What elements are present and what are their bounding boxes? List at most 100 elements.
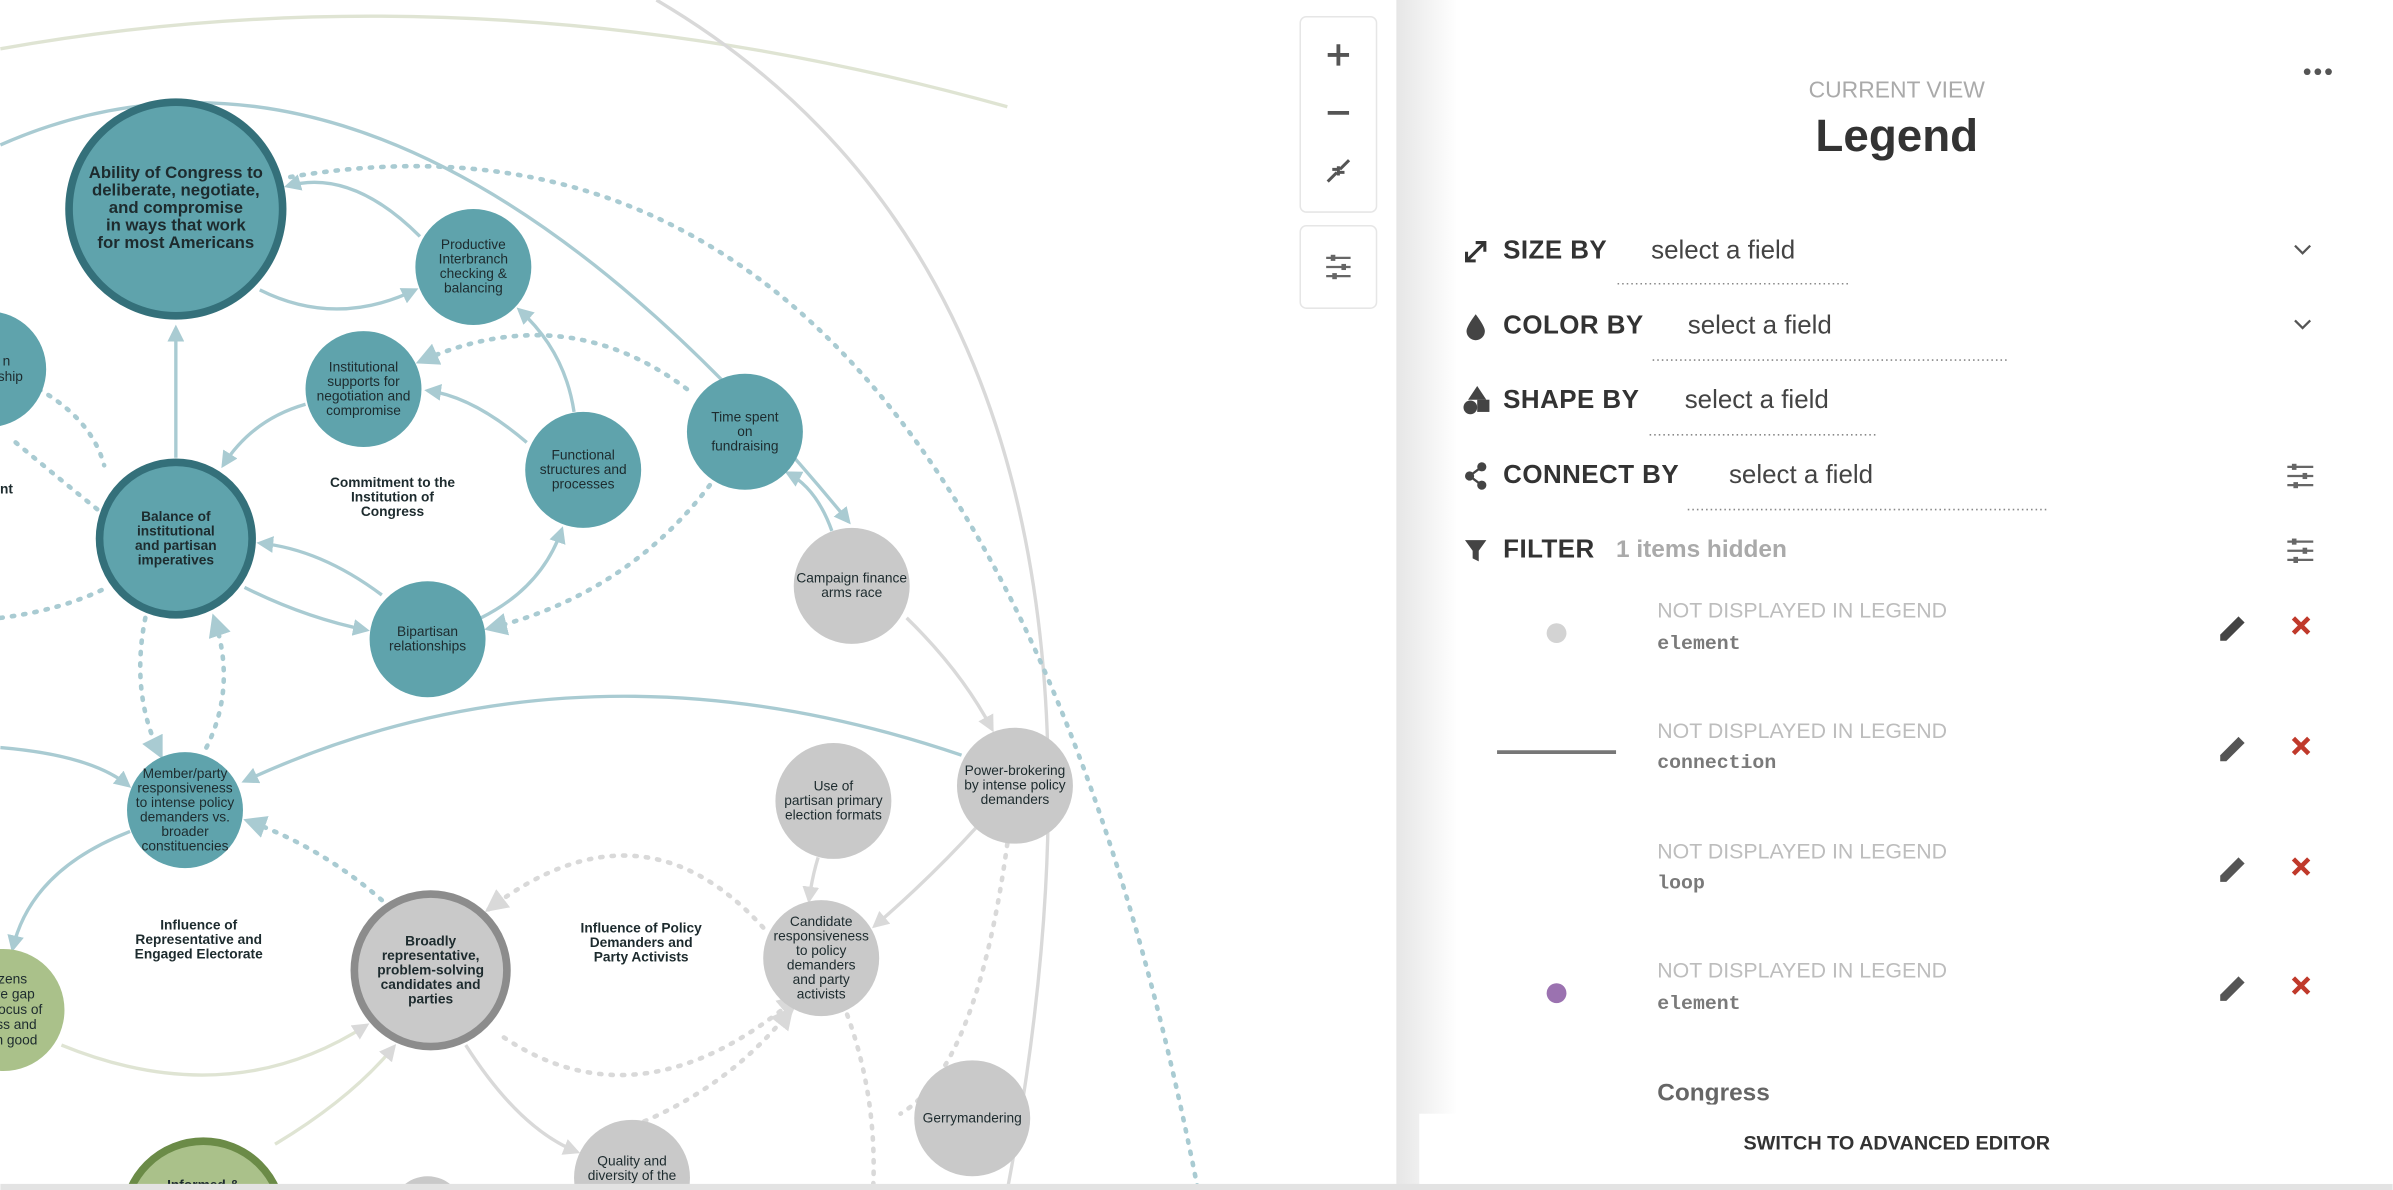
connect-settings[interactable]	[2287, 463, 2314, 489]
label-line: Balance of	[141, 508, 211, 523]
advanced-editor-link[interactable]: SWITCH TO ADVANCED EDITOR	[1743, 1132, 2050, 1154]
node[interactable]	[415, 209, 532, 325]
edit-button[interactable]	[2220, 616, 2245, 641]
label-line: broader	[161, 823, 209, 838]
node-label: Ability of Congress to deliberate, negoti…	[89, 163, 263, 252]
field-value: select a field	[1729, 461, 1873, 489]
label-line: Demanders and	[590, 934, 693, 949]
node[interactable]	[369, 581, 486, 698]
node-label: Productive Interbranch checking & balancing	[439, 237, 508, 295]
label-line: constituencies	[142, 838, 229, 853]
size-icon	[1465, 241, 1487, 263]
label-line: to intense policy	[136, 794, 235, 809]
edit-button[interactable]	[2220, 857, 2245, 882]
zoom-controls	[1299, 16, 1378, 309]
node[interactable]	[763, 900, 880, 1017]
node[interactable]	[0, 311, 47, 427]
label-line: Ability of Congress to	[89, 163, 263, 182]
label-line: institutional	[137, 523, 215, 538]
label-line: on	[737, 423, 752, 438]
node[interactable]	[686, 373, 803, 490]
settings-button[interactable]	[1326, 254, 1351, 280]
label-line: responsiveness	[137, 780, 232, 795]
zoom-out-button[interactable]	[1306, 85, 1370, 140]
map-canvas[interactable]: Ability of Congress to deliberate, negoti…	[0, 0, 1397, 1190]
node[interactable]	[775, 742, 892, 859]
edit-button[interactable]	[2220, 736, 2245, 762]
item-status: NOT DISPLAYED IN LEGEND	[1657, 839, 1947, 863]
delete-button[interactable]	[2291, 616, 2311, 635]
label-line: negotiation and	[317, 388, 411, 403]
node[interactable]	[124, 1137, 283, 1190]
group-label: Influence of Representative and Engaged El…	[135, 917, 263, 961]
node[interactable]	[0, 948, 65, 1071]
field-value: select a field	[1651, 237, 1795, 265]
node-label: Quality and diversity of the	[588, 1153, 677, 1182]
label-line: supports for	[327, 373, 400, 388]
node-label: Functional structures and processes	[540, 447, 627, 491]
group-label: Commitment to the Institution of Congress	[330, 474, 455, 518]
filter-status: 1 items hidden	[1616, 536, 1787, 563]
label-line: Institution of	[351, 489, 434, 504]
node-label: zensive gapn focus ofess andon good	[0, 971, 43, 1047]
connect-icon	[1465, 462, 1487, 490]
label-line: Power-brokering	[965, 763, 1066, 778]
label-line: Interbranch	[439, 251, 508, 266]
label-line: representative,	[382, 947, 480, 962]
fit-button[interactable]	[1306, 143, 1370, 198]
label-line: and compromise	[109, 198, 243, 217]
field-value: select a field	[1688, 311, 1832, 339]
node-label: Use of partisan primary election formats	[784, 778, 882, 822]
label-line: partisan primary	[784, 793, 882, 808]
node[interactable]	[127, 752, 243, 869]
field-select[interactable]: select a field	[1652, 311, 2312, 361]
label-line: Use of	[814, 778, 854, 793]
node[interactable]	[574, 1119, 690, 1190]
label-line: balancing	[444, 280, 503, 295]
label-line: to policy	[796, 942, 846, 957]
node[interactable]	[350, 890, 511, 1051]
label-line: ess and	[0, 1017, 37, 1032]
node-label: Broadly representative, problem-solving can…	[377, 933, 484, 1006]
label-line: Functional	[552, 447, 615, 462]
view-eyebrow: CURRENT VIEW	[1809, 77, 1986, 103]
node-label: nnship	[0, 353, 23, 383]
label-line: Party Activists	[594, 949, 689, 964]
node[interactable]	[914, 1060, 1031, 1177]
label-line: Representative and	[135, 931, 262, 946]
label-line: for most Americans	[97, 234, 254, 253]
field-select[interactable]: select a field	[1649, 386, 1879, 436]
label-line: processes	[552, 476, 615, 491]
node-label: Balance of institutional and partisan imper…	[135, 508, 217, 566]
label-line: Congress	[361, 503, 425, 518]
node-label: Time spent on fundraising	[711, 409, 779, 453]
delete-button[interactable]	[2291, 736, 2311, 756]
label-line: demanders vs.	[140, 809, 230, 824]
node[interactable]	[956, 727, 1073, 844]
node[interactable]	[65, 98, 287, 320]
field-select[interactable]: select a field	[1617, 237, 2312, 285]
label-line: by intense policy	[964, 777, 1066, 792]
filter-settings[interactable]	[2287, 538, 2314, 563]
label-line: and partisan	[135, 537, 217, 552]
label-line: structures and	[540, 462, 627, 477]
zoom-in-button[interactable]	[1306, 27, 1370, 82]
filter-item: NOT DISPLAYED IN LEGEND loop	[1657, 839, 1947, 894]
group-label: nt	[0, 481, 13, 496]
label-line: ive gap	[0, 986, 35, 1001]
delete-button[interactable]	[2291, 857, 2311, 876]
node-label: Gerrymandering	[923, 1110, 1022, 1125]
delete-button[interactable]	[2291, 976, 2311, 995]
item-status: NOT DISPLAYED IN LEGEND	[1657, 958, 1947, 982]
node[interactable]	[305, 331, 422, 448]
label-line: and party	[793, 971, 850, 986]
node[interactable]	[793, 527, 910, 644]
edit-button[interactable]	[2220, 976, 2245, 1001]
node[interactable]	[95, 458, 256, 619]
node[interactable]	[525, 411, 642, 528]
node-labels: Ability of Congress to deliberate, negoti…	[0, 163, 1066, 1190]
more-menu[interactable]	[2303, 68, 2332, 76]
label-line: imperatives	[138, 552, 215, 567]
field-select[interactable]: select a field	[1687, 461, 2048, 511]
